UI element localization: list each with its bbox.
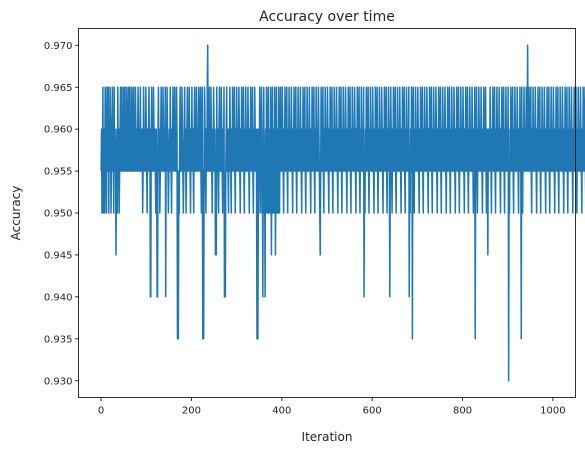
- y-tick-label: 0.955: [44, 167, 73, 178]
- y-tick-label: 0.950: [44, 209, 73, 220]
- x-axis: 0 200 400 600 800 1000: [98, 397, 566, 417]
- y-axis: 0.930 0.935 0.940 0.945 0.950 0.955 0.960 0.965…: [44, 41, 79, 387]
- x-tick-label: 200: [182, 406, 201, 417]
- y-tick-label: 0.965: [44, 83, 73, 94]
- plot-area: [78, 28, 585, 398]
- y-tick-label: 0.945: [44, 251, 73, 262]
- y-axis-label: Accuracy: [9, 186, 23, 241]
- series-line: [100, 44, 585, 382]
- x-tick-label: 800: [453, 406, 472, 417]
- x-axis-label: Iteration: [302, 430, 353, 444]
- x-tick-label: 0: [98, 406, 104, 417]
- x-tick-label: 400: [272, 406, 291, 417]
- y-tick-label: 0.940: [44, 292, 73, 303]
- chart-title: Accuracy over time: [259, 9, 395, 25]
- y-tick-label: 0.970: [44, 41, 73, 52]
- y-tick-label: 0.935: [44, 334, 73, 345]
- series-layer: [100, 44, 585, 382]
- x-tick-label: 1000: [540, 406, 565, 417]
- y-tick-label: 0.960: [44, 125, 73, 136]
- y-tick-label: 0.930: [44, 376, 73, 387]
- x-tick-label: 600: [363, 406, 382, 417]
